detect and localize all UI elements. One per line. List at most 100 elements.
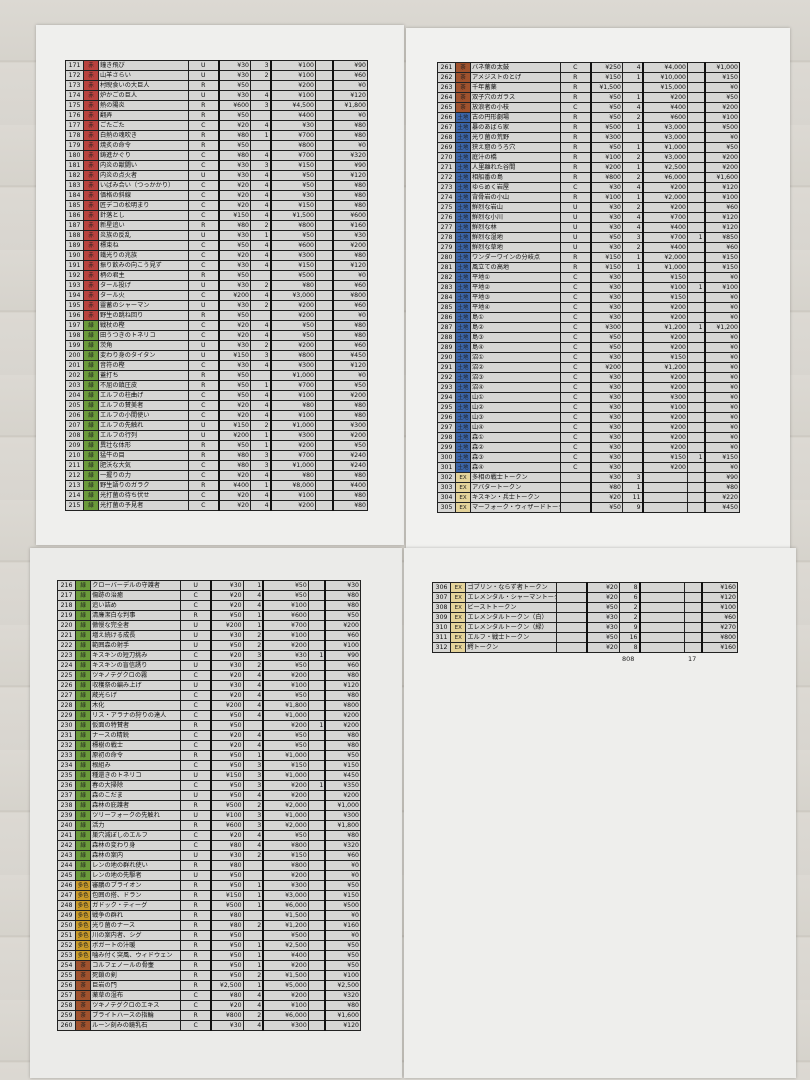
- table-row: 293 土地 沼④ C ¥30 ¥200 ¥0: [437, 382, 740, 393]
- quantity-2: [687, 222, 705, 233]
- quantity-2: [315, 60, 333, 71]
- table-row: 233 緑原初の命令 R ¥50 1 ¥1,000 ¥50: [56, 750, 362, 761]
- table-row: 195 赤靈蓄のシャーマン U ¥30 2 ¥200 ¥60: [65, 300, 368, 311]
- table-row: 221 緑増え続ける成長 U ¥30 2 ¥100 ¥60: [56, 630, 362, 641]
- quantity-2: [687, 382, 705, 393]
- rarity: R: [180, 970, 212, 981]
- table-row: 292 土地 沼③ C ¥30 ¥200 ¥0: [437, 372, 740, 383]
- quantity-2: [687, 132, 705, 143]
- market-price: ¥200: [269, 340, 316, 351]
- card-name: 標樹の戦士: [90, 740, 182, 751]
- unit-price: ¥20: [209, 1000, 244, 1011]
- market-price: ¥50: [269, 170, 316, 181]
- market-price: ¥300: [262, 880, 309, 891]
- card-number: 288: [437, 332, 456, 343]
- quantity: 4: [250, 400, 271, 411]
- table-row: 180 赤鋳進かぐり C ¥80 4 ¥700 ¥320: [65, 150, 368, 161]
- quantity-2: [307, 790, 326, 801]
- subtotal: ¥0: [703, 302, 740, 313]
- unit-price: ¥20: [217, 190, 251, 201]
- card-name: 鰐トークン: [465, 642, 558, 653]
- card-name: 島①: [470, 312, 561, 323]
- quantity-2: [687, 422, 705, 433]
- subtotal: ¥60: [331, 340, 368, 351]
- quantity: [622, 342, 643, 353]
- color-chip: 緑: [75, 840, 92, 851]
- unit-price: ¥30: [217, 360, 251, 371]
- quantity-2: [307, 880, 326, 891]
- card-number: 206: [65, 410, 84, 421]
- rarity: U: [188, 170, 219, 181]
- card-number: 224: [56, 660, 77, 671]
- quantity-2: [687, 392, 705, 403]
- quantity: 2: [242, 640, 264, 651]
- unit-price: ¥20: [585, 592, 620, 603]
- quantity: [622, 82, 643, 93]
- color-chip: 赤: [83, 140, 99, 151]
- card-number: 243: [56, 850, 77, 861]
- quantity: 2: [250, 300, 271, 311]
- rarity: R: [180, 940, 212, 951]
- unit-price: ¥50: [589, 142, 623, 153]
- quantity-2: 1: [307, 780, 326, 791]
- color-chip: 土地: [455, 452, 471, 463]
- card-number: 272: [437, 172, 456, 183]
- card-number: 290: [437, 352, 456, 363]
- color-chip: EX: [455, 502, 471, 513]
- quantity-2: [307, 970, 326, 981]
- subtotal: ¥120: [331, 260, 368, 271]
- card-name: エルフの小間使い: [98, 410, 189, 421]
- market-price: ¥1,800: [262, 700, 309, 711]
- subtotal: ¥200: [331, 430, 368, 441]
- rarity: R: [188, 140, 219, 151]
- quantity: 4: [242, 680, 264, 691]
- unit-price: ¥50: [589, 232, 623, 243]
- quantity: 2: [622, 242, 643, 253]
- table-row: 249 多色 戦争の群れ R ¥80 ¥1,500 ¥0: [56, 910, 362, 921]
- card-number: 175: [65, 100, 84, 111]
- subtotal: ¥80: [331, 470, 368, 481]
- color-chip: 赤: [83, 260, 99, 271]
- card-number: 208: [65, 430, 84, 441]
- subtotal: ¥200: [703, 102, 740, 113]
- rarity: [556, 602, 588, 613]
- quantity-2: [687, 342, 705, 353]
- card-number: 261: [437, 62, 456, 73]
- rarity: C: [560, 322, 591, 333]
- table-row: 312 EX 鰐トークン ¥20 8 ¥160: [431, 642, 739, 653]
- rarity: U: [188, 60, 219, 71]
- card-number: 276: [437, 212, 456, 223]
- subtotal: ¥400: [331, 480, 368, 491]
- card-name: 巨岩の門: [90, 980, 182, 991]
- color-chip: 緑: [75, 580, 92, 591]
- card-name: 根組み: [90, 760, 182, 771]
- subtotal: ¥120: [324, 1020, 362, 1031]
- color-chip: 緑: [75, 810, 92, 821]
- quantity: [622, 282, 643, 293]
- unit-price: ¥400: [217, 480, 251, 491]
- card-number: 257: [56, 990, 77, 1001]
- quantity-2: [687, 352, 705, 363]
- market-price: ¥30: [269, 120, 316, 131]
- card-number: 174: [65, 90, 84, 101]
- unit-price: ¥20: [209, 690, 244, 701]
- quantity: 3: [242, 810, 264, 821]
- market-price: ¥150: [262, 760, 309, 771]
- market-price: ¥1,000: [641, 262, 688, 273]
- market-price: ¥50: [262, 660, 309, 671]
- quantity-2: [687, 122, 705, 133]
- card-name: 平地③: [470, 292, 561, 303]
- subtotal: ¥80: [324, 600, 362, 611]
- card-number: 220: [56, 620, 77, 631]
- market-price: ¥100: [262, 680, 309, 691]
- quantity-2: [307, 910, 326, 921]
- unit-price: ¥200: [589, 162, 623, 173]
- table-row: 301 土地 森④ C ¥30 ¥200 ¥0: [437, 462, 740, 473]
- color-chip: 赤: [83, 130, 99, 141]
- rarity: R: [188, 480, 219, 491]
- rarity: R: [188, 380, 219, 391]
- quantity: 4: [250, 260, 271, 271]
- quantity: 1: [622, 122, 643, 133]
- subtotal: ¥80: [324, 690, 362, 701]
- table-row: 235 緑種還きのトネリコ U ¥150 3 ¥1,000 ¥450: [56, 770, 362, 781]
